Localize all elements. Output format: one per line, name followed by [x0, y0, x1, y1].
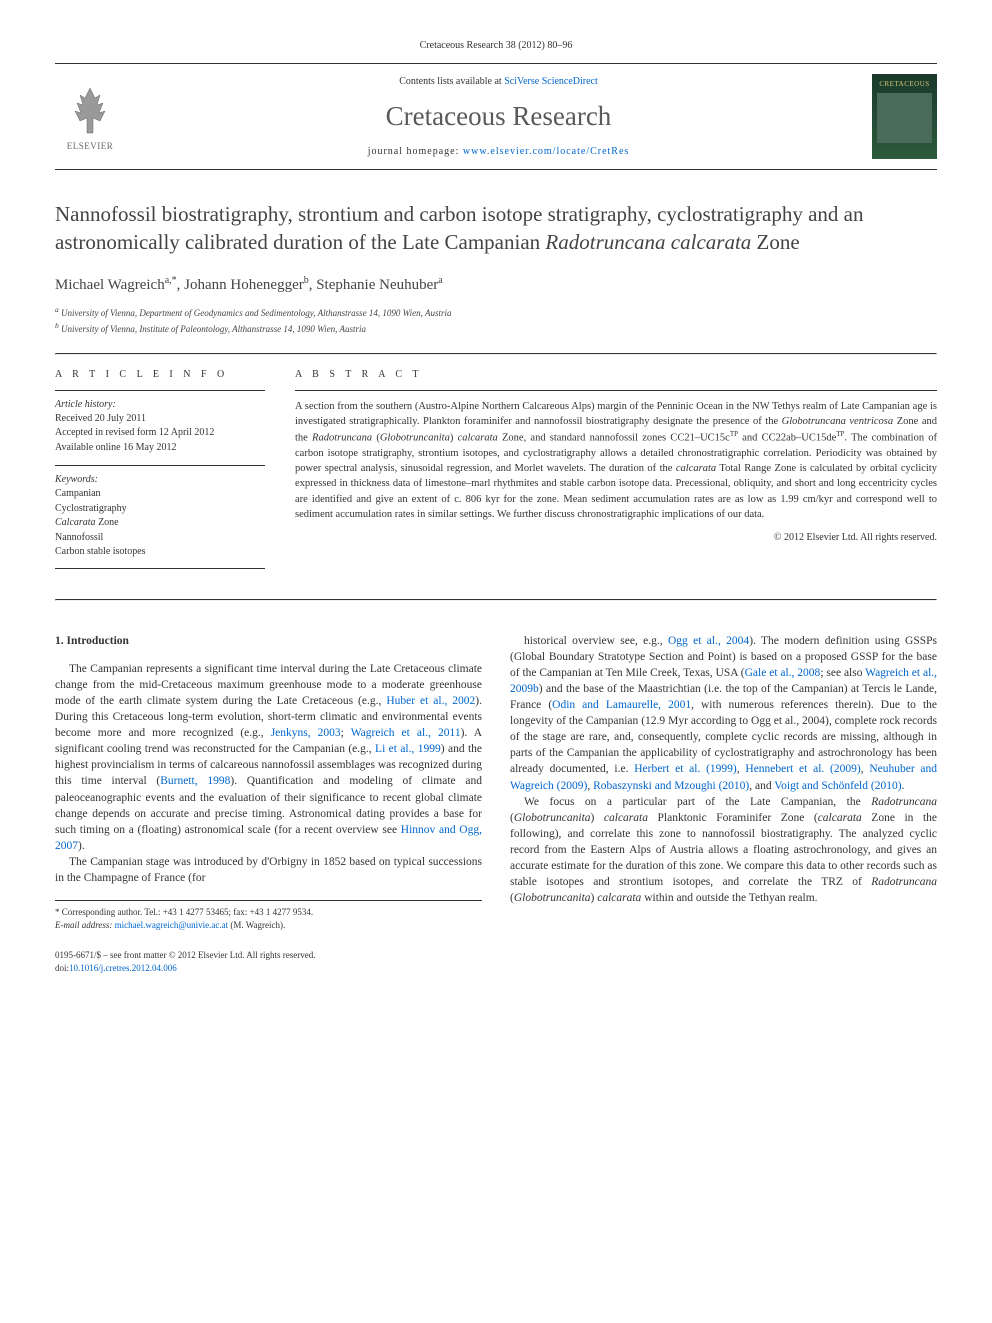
- elsevier-tree-icon: [65, 83, 115, 138]
- journal-cover: CRETACEOUS: [872, 74, 937, 159]
- footer-copyright: 0195-6671/$ – see front matter © 2012 El…: [55, 949, 937, 962]
- article-history-head: Article history:: [55, 390, 265, 410]
- keywords-head: Keywords:: [55, 474, 265, 485]
- body-para-1: The Campanian represents a significant t…: [55, 661, 482, 854]
- doi-link[interactable]: 10.1016/j.cretres.2012.04.006: [69, 963, 177, 973]
- journal-reference: Cretaceous Research 38 (2012) 80–96: [55, 40, 937, 51]
- author-3: Stephanie Neuhuber: [316, 277, 438, 293]
- footer: 0195-6671/$ – see front matter © 2012 El…: [55, 949, 937, 974]
- article-title: Nannofossil biostratigraphy, strontium a…: [55, 200, 937, 257]
- body-para-4: We focus on a particular part of the Lat…: [510, 794, 937, 907]
- abstract-copyright: © 2012 Elsevier Ltd. All rights reserved…: [295, 532, 937, 543]
- contents-prefix: Contents lists available at: [399, 76, 504, 87]
- journal-name: Cretaceous Research: [125, 101, 872, 132]
- abstract-text: A section from the southern (Austro-Alpi…: [295, 390, 937, 522]
- author-2: Johann Hohenegger: [184, 277, 304, 293]
- section-heading: 1. Introduction: [55, 633, 482, 649]
- author-3-affil: a: [438, 275, 442, 286]
- footer-doi: doi:10.1016/j.cretres.2012.04.006: [55, 962, 937, 975]
- elsevier-label: ELSEVIER: [67, 141, 114, 151]
- homepage-link[interactable]: www.elsevier.com/locate/CretRes: [463, 146, 629, 157]
- corresponding-author: * Corresponding author. Tel.: +43 1 4277…: [55, 906, 482, 919]
- cover-title: CRETACEOUS: [879, 80, 929, 88]
- affiliation-a: a University of Vienna, Department of Ge…: [55, 304, 937, 321]
- body-columns: 1. Introduction The Campanian represents…: [55, 633, 937, 932]
- article-history-text: Received 20 July 2011Accepted in revised…: [55, 412, 265, 456]
- body-para-2: The Campanian stage was introduced by d'…: [55, 854, 482, 886]
- author-1: Michael Wagreich: [55, 277, 165, 293]
- journal-header: ELSEVIER Contents lists available at Sci…: [55, 63, 937, 170]
- title-part2: Zone: [751, 230, 799, 254]
- divider-2: [55, 599, 937, 601]
- homepage-prefix: journal homepage:: [368, 146, 463, 157]
- abstract-column: A B S T R A C T A section from the south…: [295, 369, 937, 569]
- cover-image-placeholder: [877, 93, 932, 143]
- author-1-affil: a,: [165, 275, 172, 286]
- email-line: E-mail address: michael.wagreich@univie.…: [55, 919, 482, 932]
- contents-available-line: Contents lists available at SciVerse Sci…: [125, 76, 872, 87]
- email-link[interactable]: michael.wagreich@univie.ac.at: [115, 920, 228, 930]
- email-label: E-mail address:: [55, 920, 115, 930]
- article-info-column: A R T I C L E I N F O Article history: R…: [55, 369, 265, 569]
- body-column-left: 1. Introduction The Campanian represents…: [55, 633, 482, 932]
- abstract-heading: A B S T R A C T: [295, 369, 937, 380]
- footnote-block: * Corresponding author. Tel.: +43 1 4277…: [55, 900, 482, 931]
- homepage-line: journal homepage: www.elsevier.com/locat…: [125, 146, 872, 157]
- doi-prefix: doi:: [55, 963, 69, 973]
- keywords-list: CampanianCyclostratigraphyCalcarata Zone…: [55, 487, 265, 560]
- affiliation-b: b University of Vienna, Institute of Pal…: [55, 320, 937, 337]
- authors-line: Michael Wagreicha,*, Johann Hoheneggerb,…: [55, 275, 937, 294]
- info-abstract-row: A R T I C L E I N F O Article history: R…: [55, 369, 937, 569]
- keywords-block: Keywords: CampanianCyclostratigraphyCalc…: [55, 465, 265, 569]
- article-info-heading: A R T I C L E I N F O: [55, 369, 265, 380]
- affiliations: a University of Vienna, Department of Ge…: [55, 304, 937, 337]
- body-column-right: historical overview see, e.g., Ogg et al…: [510, 633, 937, 932]
- body-para-3: historical overview see, e.g., Ogg et al…: [510, 633, 937, 794]
- elsevier-logo: ELSEVIER: [55, 77, 125, 157]
- sciencedirect-link[interactable]: SciVerse ScienceDirect: [504, 76, 598, 87]
- divider: [55, 353, 937, 355]
- header-center: Contents lists available at SciVerse Sci…: [125, 76, 872, 157]
- title-italic: Radotruncana calcarata: [545, 230, 751, 254]
- email-suffix: (M. Wagreich).: [228, 920, 285, 930]
